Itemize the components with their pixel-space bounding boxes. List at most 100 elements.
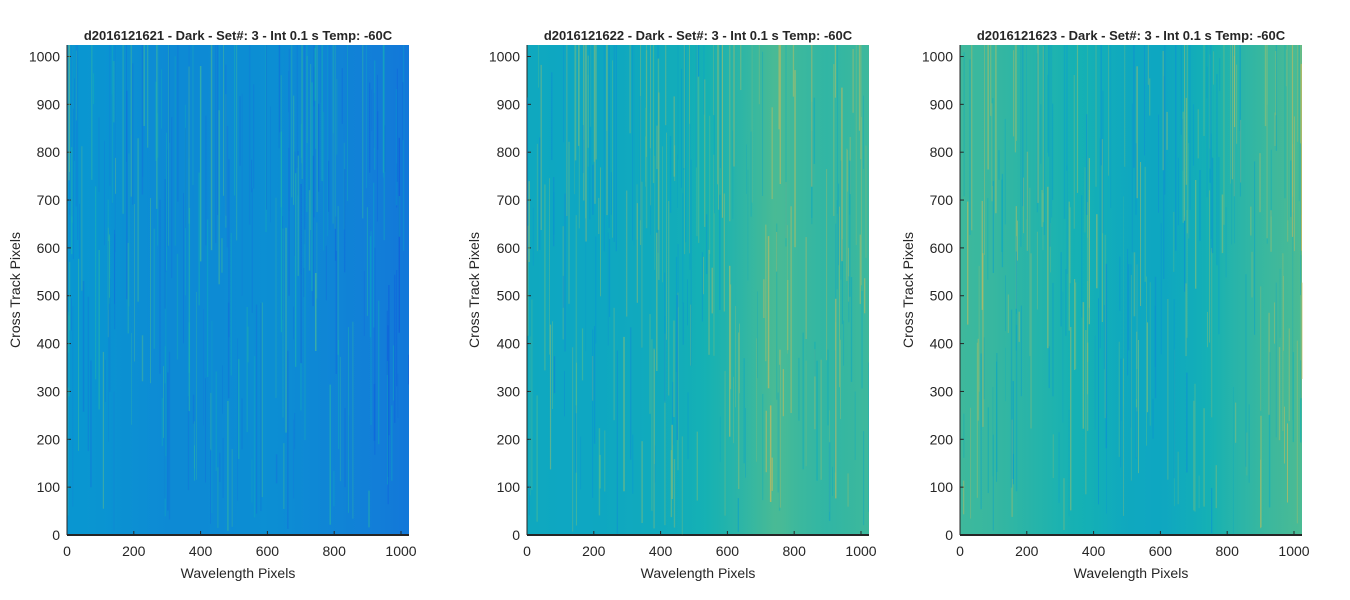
heatmap-streak bbox=[1209, 45, 1211, 183]
heatmap-streak bbox=[339, 356, 341, 482]
heatmap-streak bbox=[1264, 45, 1267, 127]
heatmap-streak bbox=[270, 106, 271, 223]
heatmap-streak bbox=[78, 258, 79, 451]
heatmap-streak bbox=[113, 391, 115, 532]
heatmap-streak bbox=[332, 45, 334, 134]
heatmap-streak bbox=[184, 104, 186, 296]
heatmap-streak bbox=[396, 270, 398, 387]
heatmap-streak bbox=[750, 131, 752, 217]
heatmap-streak bbox=[68, 45, 70, 181]
heatmap-streak bbox=[210, 392, 212, 451]
heatmap-streak bbox=[168, 351, 171, 520]
heatmap-streak bbox=[1124, 45, 1126, 167]
heatmap-streak bbox=[1188, 143, 1190, 239]
heatmap-streak bbox=[1130, 274, 1132, 481]
heatmap-streak bbox=[798, 357, 800, 421]
heatmap-streak bbox=[279, 45, 281, 133]
heatmap-streak bbox=[318, 103, 320, 192]
heatmap-streak bbox=[1268, 312, 1270, 415]
heatmap-streak bbox=[280, 131, 283, 333]
heatmap-streak bbox=[1074, 279, 1076, 370]
heatmap-streak bbox=[864, 278, 866, 314]
heatmap-streak bbox=[580, 436, 582, 490]
heatmap-streak bbox=[287, 350, 289, 529]
heatmap-streak bbox=[1275, 51, 1277, 116]
y-tick-label: 700 bbox=[497, 192, 521, 208]
heatmap-streak bbox=[300, 184, 302, 364]
heatmap-streak bbox=[246, 307, 248, 433]
heatmap-streak bbox=[1087, 45, 1089, 238]
heatmap-streak bbox=[682, 302, 684, 345]
heatmap-streak bbox=[291, 45, 293, 198]
y-tick-label: 900 bbox=[930, 96, 954, 112]
heatmap-streak bbox=[370, 231, 372, 425]
heatmap-streak bbox=[337, 206, 339, 355]
heatmap-streak bbox=[217, 45, 219, 215]
heatmap-streak bbox=[641, 441, 643, 523]
heatmap-streak bbox=[696, 431, 698, 501]
heatmap-streak bbox=[585, 218, 587, 352]
heatmap-streak bbox=[253, 84, 255, 189]
heatmap-streak bbox=[1167, 299, 1169, 480]
heatmap-streak bbox=[1211, 248, 1213, 418]
heatmap-streak bbox=[211, 320, 213, 513]
heatmap-streak bbox=[963, 52, 965, 197]
heatmap-streak bbox=[578, 45, 580, 146]
heatmap-streak bbox=[609, 239, 611, 317]
heatmap-streak bbox=[1287, 45, 1289, 242]
x-axis-3: 0 200 400 600 800 1000 bbox=[956, 531, 1310, 559]
heatmap-streak bbox=[1251, 251, 1253, 298]
heatmap-streak bbox=[222, 365, 223, 414]
heatmap-streak bbox=[828, 442, 831, 521]
heatmap-streak bbox=[104, 140, 105, 246]
y-tick-label: 500 bbox=[37, 288, 61, 304]
heatmap-streak bbox=[1284, 406, 1285, 464]
x-tick-label: 400 bbox=[1082, 543, 1106, 559]
heatmap-streak bbox=[843, 320, 845, 366]
heatmap-streak bbox=[141, 335, 144, 382]
y-tick-label: 100 bbox=[37, 479, 61, 495]
heatmap-streak bbox=[1293, 116, 1295, 252]
heatmap-streak bbox=[215, 371, 217, 471]
heatmap-streak bbox=[792, 45, 795, 97]
heatmap-streak bbox=[261, 302, 264, 498]
heatmap-streak bbox=[855, 45, 857, 245]
heatmap-streak bbox=[126, 90, 128, 300]
heatmap-streak bbox=[848, 247, 850, 302]
heatmap-streak bbox=[1211, 488, 1213, 534]
heatmap-streak bbox=[771, 457, 773, 491]
heatmap-streak bbox=[711, 267, 713, 314]
heatmap-streak bbox=[142, 45, 144, 177]
heatmap-streak bbox=[1133, 45, 1135, 168]
heatmap-streak bbox=[868, 362, 869, 512]
heatmap-streak bbox=[1235, 402, 1237, 443]
heatmap-streak bbox=[1275, 282, 1277, 438]
heatmap-streak bbox=[1275, 45, 1278, 151]
heatmap-streak bbox=[984, 45, 985, 255]
heatmap-streak bbox=[981, 200, 983, 310]
heatmap-streak bbox=[695, 45, 697, 168]
heatmap-streak bbox=[528, 484, 530, 516]
heatmap-streak bbox=[747, 169, 749, 281]
heatmap-streak bbox=[719, 194, 721, 310]
heatmap-streak bbox=[1108, 45, 1109, 176]
heatmap-streak bbox=[613, 307, 615, 421]
y-tick-label: 400 bbox=[497, 336, 521, 352]
heatmap-streak bbox=[1013, 50, 1015, 137]
y-tick-label: 900 bbox=[37, 96, 61, 112]
heatmap-streak bbox=[1219, 58, 1221, 91]
heatmap-streak bbox=[992, 434, 994, 531]
heatmap-streak bbox=[1086, 114, 1088, 215]
heatmap-streak bbox=[848, 276, 850, 323]
x-tick-label: 200 bbox=[122, 543, 146, 559]
heatmap-streak bbox=[689, 123, 691, 270]
heatmap-streak bbox=[313, 66, 315, 218]
x-tick-label: 400 bbox=[649, 543, 673, 559]
heatmap-streak bbox=[1068, 201, 1070, 331]
y-tick-label: 0 bbox=[512, 527, 520, 543]
heatmap-streak bbox=[241, 398, 243, 450]
heatmap-streak bbox=[306, 45, 308, 213]
x-tick-label: 800 bbox=[1216, 543, 1240, 559]
heatmap-streak bbox=[664, 333, 666, 526]
heatmap-streak bbox=[311, 82, 313, 292]
